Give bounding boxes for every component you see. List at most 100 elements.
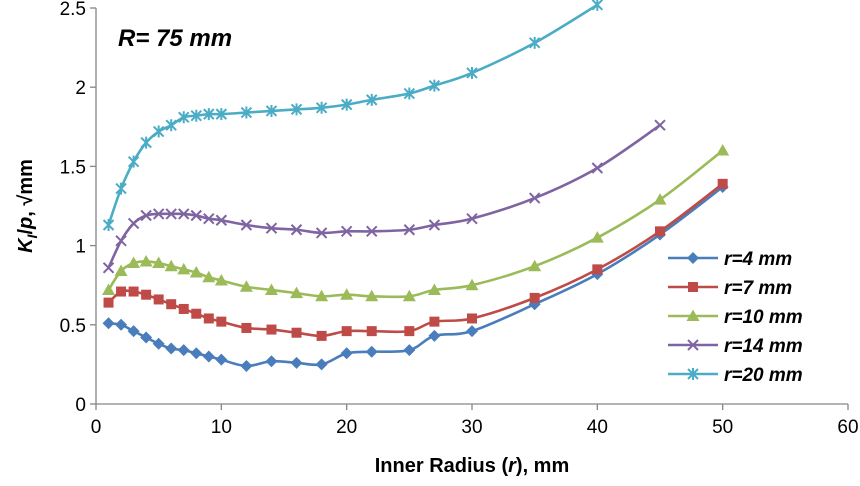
data-point: [166, 299, 177, 310]
data-point: [140, 209, 152, 222]
data-point: [365, 289, 379, 302]
data-point: [165, 119, 177, 132]
data-point: [528, 192, 541, 204]
data-point: [591, 162, 604, 174]
x-axis-title-part: ), mm: [516, 455, 569, 477]
data-point: [152, 337, 165, 350]
data-point: [340, 225, 353, 238]
data-point: [465, 278, 479, 291]
data-point: [102, 283, 116, 295]
data-point: [239, 280, 253, 292]
data-point: [177, 344, 190, 357]
data-point: [427, 283, 441, 295]
data-point: [716, 144, 730, 156]
legend-label: r=7 mm: [724, 278, 792, 299]
data-point: [127, 155, 140, 168]
data-point: [655, 226, 665, 237]
legend: r=4 mm r=7 mm r=10 mm r=14 mm r=20 mm: [668, 249, 803, 386]
data-point: [203, 313, 214, 324]
data-point: [141, 289, 152, 300]
data-point: [115, 182, 127, 195]
data-point: [164, 259, 178, 272]
series-layer: [102, 0, 730, 372]
data-point: [190, 347, 203, 360]
series-5: [102, 0, 604, 232]
y-tick-label: 1.5: [60, 157, 86, 178]
legend-item: r=4 mm: [668, 249, 792, 270]
data-point: [529, 292, 540, 303]
data-point: [153, 294, 164, 305]
data-point: [139, 254, 153, 267]
data-point: [202, 270, 216, 283]
legend-marker: [687, 368, 699, 380]
data-point: [191, 308, 202, 319]
data-point: [178, 303, 189, 314]
data-point: [590, 231, 604, 243]
series-4: [102, 119, 666, 274]
data-point: [403, 87, 416, 100]
x-axis-title-part: Inner Radius (: [375, 455, 509, 477]
x-tick-label: 50: [712, 417, 733, 438]
data-point: [190, 109, 202, 122]
data-point: [140, 136, 152, 149]
data-point: [366, 225, 378, 238]
data-point: [290, 356, 303, 369]
x-axis-title: Inner Radius (r), mm: [375, 455, 570, 477]
data-point: [340, 288, 354, 300]
data-point: [190, 209, 202, 222]
y-axis-title-part: /: [15, 229, 37, 235]
data-point: [340, 98, 353, 111]
data-point: [467, 313, 477, 324]
data-point: [152, 256, 166, 269]
data-point: [466, 325, 478, 338]
data-point: [203, 212, 215, 225]
data-point: [265, 222, 278, 234]
data-point: [240, 106, 253, 119]
data-point: [102, 219, 115, 232]
data-point: [215, 214, 228, 226]
data-point: [215, 353, 228, 366]
data-point: [315, 227, 328, 239]
data-point: [152, 125, 165, 138]
data-point: [466, 212, 478, 225]
data-point: [428, 79, 441, 92]
data-point: [266, 324, 277, 335]
legend-marker: [688, 282, 698, 292]
data-point: [240, 359, 253, 372]
data-point: [428, 329, 441, 342]
data-point: [528, 36, 541, 49]
legend-marker: [687, 339, 699, 351]
data-point: [290, 224, 303, 236]
data-point: [366, 93, 378, 106]
series-2: [103, 178, 728, 341]
y-tick-label: 2: [75, 78, 86, 99]
data-point: [315, 358, 328, 371]
data-point: [102, 317, 115, 330]
data-point: [140, 331, 153, 344]
legend-item: r=20 mm: [668, 365, 803, 386]
x-tick-label: 40: [587, 417, 608, 438]
data-point: [115, 318, 128, 331]
y-tick-label: 1: [75, 237, 86, 258]
y-tick-label: 0: [75, 395, 86, 416]
data-point: [115, 235, 127, 247]
data-point: [402, 289, 416, 302]
data-point: [152, 208, 165, 220]
data-point: [114, 264, 128, 276]
data-point: [165, 342, 178, 355]
data-point: [653, 193, 667, 205]
data-point: [592, 264, 603, 275]
legend-marker: [686, 309, 700, 321]
legend-label: r=14 mm: [724, 336, 803, 357]
data-point: [403, 224, 416, 236]
data-point: [265, 355, 278, 368]
y-axis-title-part: K: [15, 237, 37, 253]
data-point: [102, 262, 115, 274]
data-point: [189, 266, 203, 278]
data-point: [127, 325, 140, 338]
data-point: [341, 326, 352, 337]
data-point: [315, 289, 329, 302]
legend-label: r=20 mm: [724, 365, 803, 386]
y-tick-label: 2.5: [60, 0, 86, 20]
